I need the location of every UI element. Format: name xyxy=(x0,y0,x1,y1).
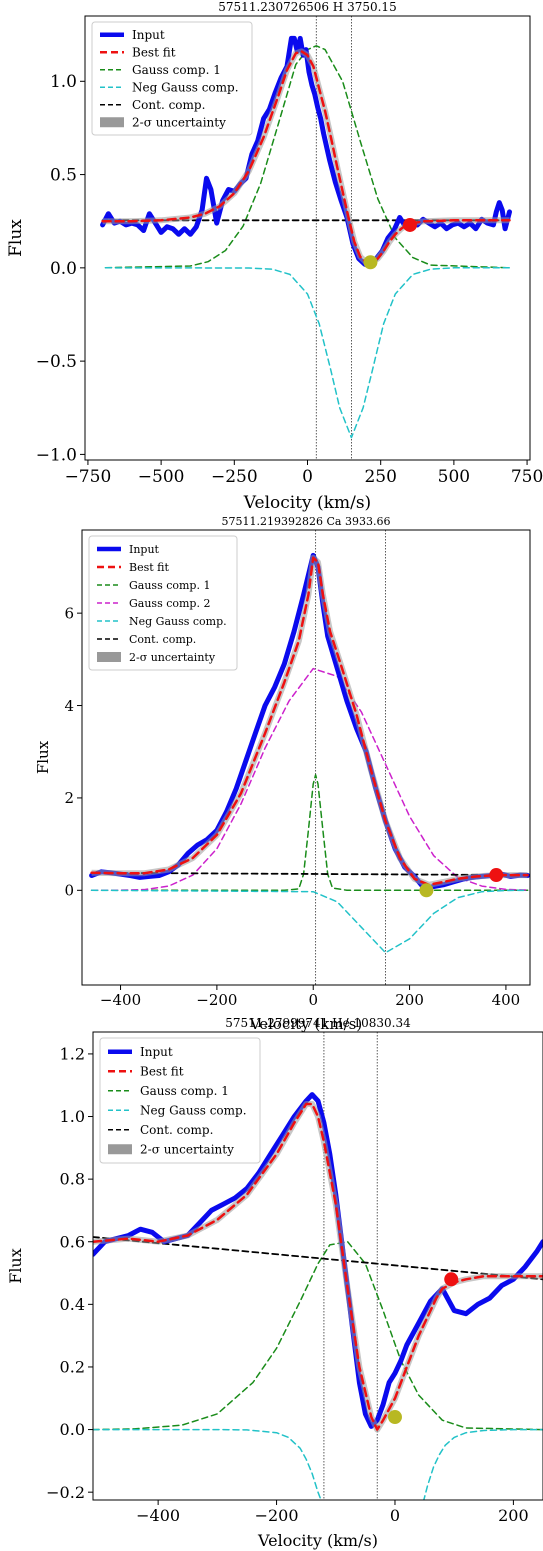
y-tick-label: 0.0 xyxy=(60,1420,85,1439)
series-gauss-comp-2 xyxy=(90,667,529,892)
series-best-fit xyxy=(101,50,511,264)
x-tick-label: −200 xyxy=(196,991,237,1009)
legend-label-cont-comp: Cont. comp. xyxy=(129,633,196,646)
y-tick-label: 0.6 xyxy=(60,1232,85,1251)
legend-label-gauss-comp-2: Gauss comp. 2 xyxy=(129,597,210,610)
chart-title: 57511.27999741 He 10830.34 xyxy=(225,1016,411,1030)
chart-panel-3: 57511.27999741 He 10830.34 −400 −200 0 200 −0… xyxy=(6,1016,543,1550)
y-tick-label: 2 xyxy=(64,789,74,807)
axes-frame xyxy=(81,529,531,986)
legend: Input Best fit Gauss comp. 1 Neg Gauss comp… xyxy=(91,21,253,136)
series-cont-comp xyxy=(93,1236,543,1281)
x-tick-label: −250 xyxy=(211,467,258,487)
x-tick-label: 0 xyxy=(390,1506,400,1525)
legend: Input Best fit Gauss comp. 1 Gauss comp. 2 N… xyxy=(88,535,238,671)
x-axis-label: Velocity (km/s) xyxy=(249,1015,362,1033)
series-best-fit xyxy=(90,556,529,887)
legend-label-cont-comp: Cont. comp. xyxy=(140,1123,213,1137)
x-tick-label: 250 xyxy=(364,467,396,487)
x-axis-label: Velocity (km/s) xyxy=(243,493,371,513)
legend-label-gauss-comp-1: Gauss comp. 1 xyxy=(129,579,210,592)
x-tick-label: −200 xyxy=(255,1506,299,1525)
x-axis-label: Velocity (km/s) xyxy=(257,1531,378,1550)
y-tick-label: 0.2 xyxy=(60,1358,85,1377)
plot-area xyxy=(100,16,514,460)
legend-label-neg-gauss-comp: Neg Gauss comp. xyxy=(129,615,227,628)
legend-label-best-fit: Best fit xyxy=(140,1064,184,1078)
series-neg-gauss-comp xyxy=(93,1428,322,1500)
y-tick-label: −1.0 xyxy=(36,445,77,465)
y-tick-label: 0.0 xyxy=(50,259,77,279)
legend: Input Best fit Gauss comp. 1 Neg Gauss comp… xyxy=(99,1037,261,1164)
x-tick-label: 750 xyxy=(511,467,543,487)
legend-label-neg-gauss-comp: Neg Gauss comp. xyxy=(132,80,239,94)
y-tick-label: 0 xyxy=(64,882,74,900)
x-tick-label: 400 xyxy=(492,991,521,1009)
y-tick-label: 0.8 xyxy=(60,1170,85,1189)
x-tick-label: −400 xyxy=(136,1506,180,1525)
y-axis-label: Flux xyxy=(6,219,26,257)
legend-box xyxy=(99,1037,261,1164)
series-neg-gauss-comp xyxy=(90,889,529,954)
x-tick-label: 0 xyxy=(308,991,318,1009)
marker-yellow xyxy=(419,883,434,898)
y-tick-label: 1.0 xyxy=(60,1107,85,1126)
y-tick-label: −0.5 xyxy=(36,352,77,372)
series-input xyxy=(100,35,512,269)
marker-yellow xyxy=(387,1410,402,1425)
legend-label-uncertainty: 2-σ uncertainty xyxy=(140,1142,234,1156)
legend-label-best-fit: Best fit xyxy=(129,561,169,574)
series-neg-gauss-comp xyxy=(423,1428,543,1500)
legend-label-uncertainty: 2-σ uncertainty xyxy=(129,651,216,664)
legend-box xyxy=(88,535,238,671)
marker-red xyxy=(402,217,417,232)
chart-title: 57511.219392826 Ca 3933.66 xyxy=(222,515,391,528)
series-gauss-comp-1 xyxy=(93,1240,543,1431)
marker-yellow xyxy=(363,255,378,270)
legend-label-cont-comp: Cont. comp. xyxy=(132,98,205,112)
legend-swatch-uncertainty xyxy=(108,1144,132,1155)
y-tick-label: 4 xyxy=(64,697,74,715)
plot-area xyxy=(89,530,530,985)
x-tick-label: −400 xyxy=(100,991,141,1009)
legend-label-gauss-comp-1: Gauss comp. 1 xyxy=(140,1084,229,1098)
y-axis-label: Flux xyxy=(6,1248,25,1284)
chart-title: 57511.230726506 H 3750.15 xyxy=(218,0,396,14)
series-gauss-comp-1 xyxy=(104,45,511,269)
x-tick-label: −500 xyxy=(138,467,185,487)
x-tick-label: 0 xyxy=(302,467,313,487)
x-tick-label: 200 xyxy=(498,1506,529,1525)
y-tick-label: 1.0 xyxy=(50,72,77,92)
legend-swatch-uncertainty xyxy=(100,117,124,128)
legend-label-best-fit: Best fit xyxy=(132,45,176,59)
legend-label-gauss-comp-1: Gauss comp. 1 xyxy=(132,63,221,77)
series-gauss-comp-1 xyxy=(90,774,529,892)
y-tick-label: 0.5 xyxy=(50,166,77,186)
y-tick-label: 0.4 xyxy=(60,1295,85,1314)
axes-frame xyxy=(92,1031,543,1501)
chart-panel-2: 57511.219392826 Ca 3933.66−400 −200 0 200 40… xyxy=(34,515,531,1033)
marker-red xyxy=(444,1272,459,1287)
y-tick-label: 1.2 xyxy=(60,1045,85,1064)
y-axis-label: Flux xyxy=(34,740,52,774)
y-tick-label: 6 xyxy=(64,604,74,622)
legend-label-input: Input xyxy=(132,28,165,42)
series-neg-gauss-comp xyxy=(104,267,511,439)
legend-swatch-uncertainty xyxy=(97,652,121,662)
x-tick-label: 200 xyxy=(395,991,424,1009)
marker-red xyxy=(489,868,504,883)
legend-label-neg-gauss-comp: Neg Gauss comp. xyxy=(140,1103,247,1117)
x-tick-label: 500 xyxy=(438,467,470,487)
legend-label-input: Input xyxy=(129,543,160,556)
legend-label-uncertainty: 2-σ uncertainty xyxy=(132,115,226,129)
chart-panel-1: 57511.230726506 H 3750.15 −750 −500 −250 0 25… xyxy=(6,0,543,513)
legend-label-input: Input xyxy=(140,1045,173,1059)
x-tick-label: −750 xyxy=(65,467,112,487)
legend-box xyxy=(91,21,253,136)
y-tick-label: −0.2 xyxy=(46,1483,85,1502)
